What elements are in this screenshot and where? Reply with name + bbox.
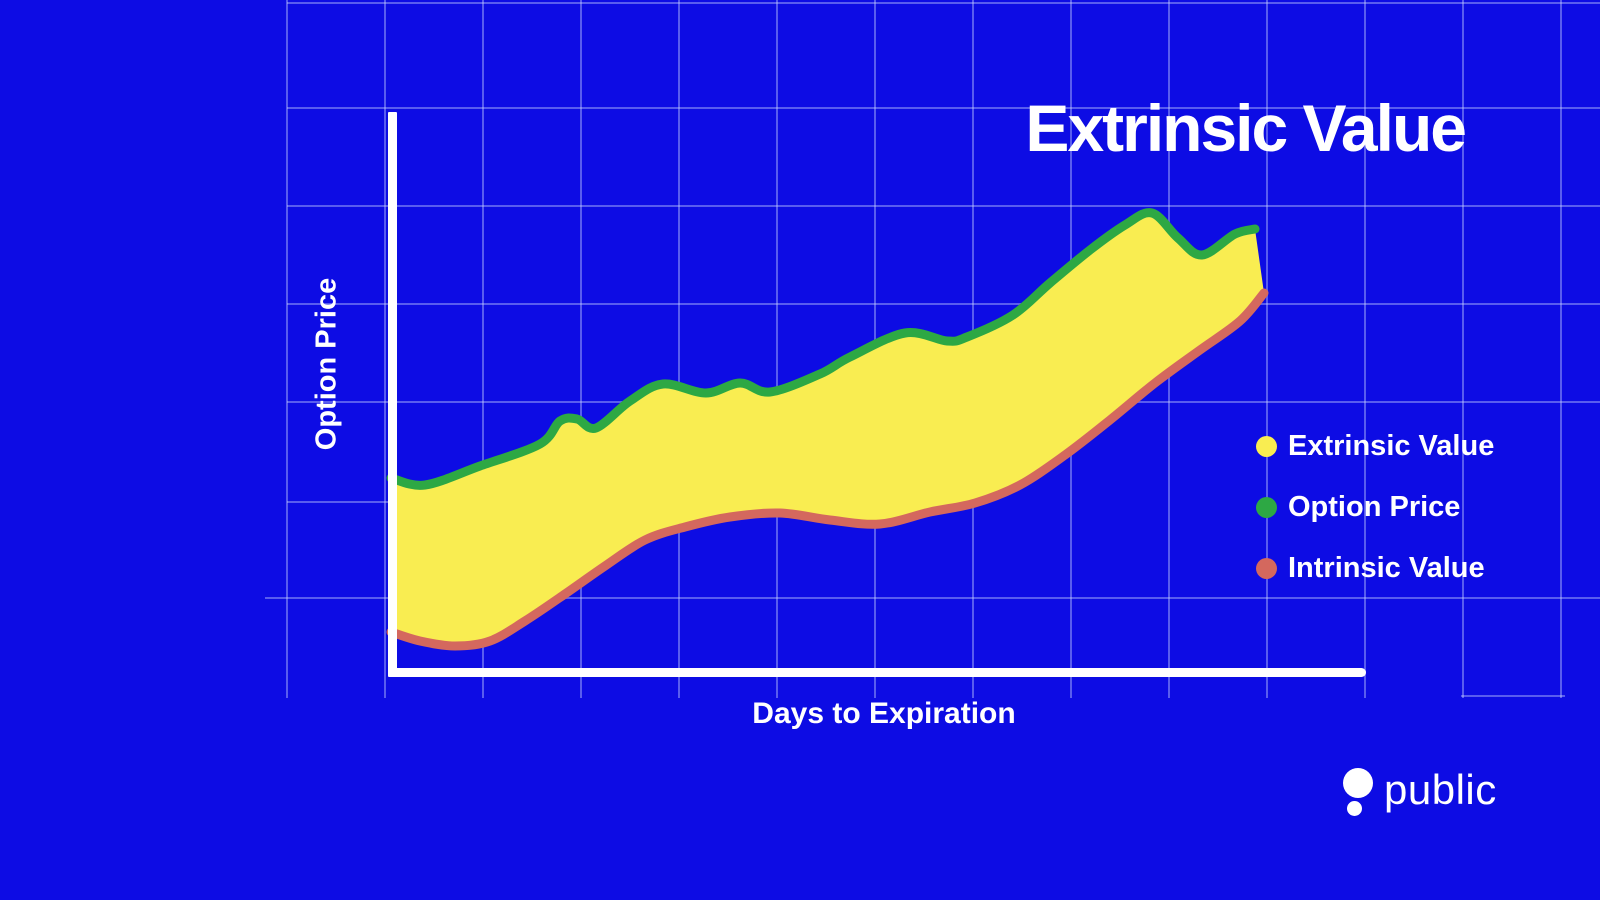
legend-swatch-icon <box>1256 496 1277 518</box>
y-axis-label: Option Price <box>310 277 343 451</box>
logo-wordmark: public <box>1384 766 1497 813</box>
chart-title: Extrinsic Value <box>1025 91 1467 165</box>
extrinsic-value-area <box>391 212 1264 646</box>
option-price-curve <box>386 208 1260 490</box>
logo-mark-dot-icon <box>1347 801 1362 816</box>
x-axis-label: Days to Expiration <box>752 697 1016 730</box>
legend-swatch-icon <box>1256 557 1277 579</box>
legend-item: Option Price <box>1256 491 1494 523</box>
x-axis-line <box>388 668 1366 677</box>
grid-lines <box>265 0 1600 698</box>
legend-swatch-icon <box>1256 435 1277 457</box>
legend: Extrinsic Value Option Price Intrinsic Val… <box>1256 430 1494 613</box>
logo-mark-icon <box>1343 768 1373 798</box>
legend-item: Intrinsic Value <box>1256 552 1494 584</box>
public-logo: public <box>1343 766 1600 838</box>
legend-label: Extrinsic Value <box>1288 429 1495 462</box>
y-axis-line <box>388 112 397 677</box>
legend-label: Intrinsic Value <box>1288 551 1485 584</box>
legend-item: Extrinsic Value <box>1256 430 1494 462</box>
intrinsic-value-curve <box>386 288 1269 651</box>
legend-label: Option Price <box>1288 490 1461 523</box>
